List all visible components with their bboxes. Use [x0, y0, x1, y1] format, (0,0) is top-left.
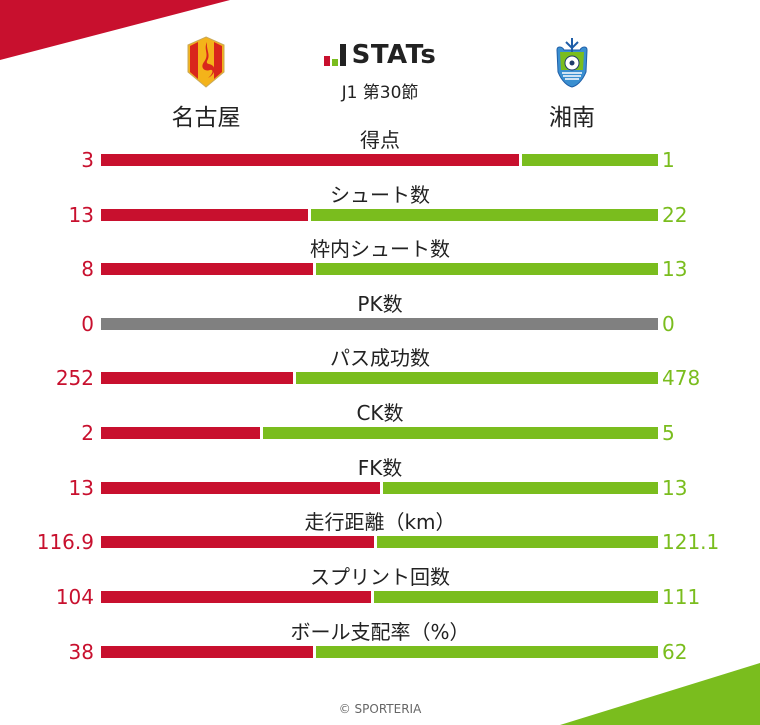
- neutral-bar-segment: [101, 318, 658, 330]
- stat-label: スプリント回数: [310, 565, 450, 589]
- away-bar-segment: [296, 372, 658, 384]
- away-bar-segment: [373, 591, 658, 603]
- stat-label: 得点: [360, 128, 400, 152]
- home-value: 38: [68, 640, 94, 664]
- stat-bar: [101, 318, 658, 330]
- home-team-name: 名古屋: [171, 105, 241, 131]
- away-bar-segment: [315, 646, 658, 658]
- away-bar-segment: [521, 154, 658, 166]
- home-bar-segment: [101, 591, 371, 603]
- home-bar-segment: [101, 536, 375, 548]
- copyright: © SPORTERIA: [338, 702, 422, 716]
- home-value: 104: [55, 585, 94, 609]
- stat-row-possession: ボール支配率（%） 38 62: [0, 620, 760, 674]
- stats-logo: STATs: [280, 40, 480, 70]
- home-bar-segment: [101, 372, 294, 384]
- home-bar-segment: [101, 263, 314, 275]
- away-value: 22: [662, 203, 688, 227]
- away-team-name: 湘南: [549, 105, 595, 131]
- away-value: 5: [662, 421, 675, 445]
- home-bar-segment: [101, 154, 519, 166]
- round-label: J1 第30節: [341, 83, 419, 103]
- away-value: 13: [662, 257, 688, 281]
- away-value: 111: [662, 585, 701, 609]
- stat-label: 走行距離（km）: [304, 510, 456, 534]
- away-bar-segment: [377, 536, 658, 548]
- stat-bar: [101, 263, 658, 275]
- stat-row-fk: FK数 13 13: [0, 456, 760, 510]
- stat-row-goals: 得点 3 1: [0, 128, 760, 182]
- away-bar-segment: [310, 209, 658, 221]
- stat-label: ボール支配率（%）: [290, 620, 470, 644]
- stat-bar: [101, 209, 658, 221]
- stat-label: PK数: [357, 292, 403, 316]
- away-bar-segment: [316, 263, 658, 275]
- away-value: 13: [662, 476, 688, 500]
- title-block: STATs J1 第30節: [280, 40, 480, 103]
- stat-bar: [101, 482, 658, 494]
- stat-label: シュート数: [330, 183, 430, 207]
- stat-row-sprints: スプリント回数 104 111: [0, 565, 760, 619]
- away-bar-segment: [263, 427, 658, 439]
- stat-label: CK数: [356, 401, 404, 425]
- stat-label: 枠内シュート数: [310, 237, 450, 261]
- stat-label: パス成功数: [330, 346, 430, 370]
- stat-bar: [101, 154, 658, 166]
- home-team: 名古屋: [146, 36, 266, 132]
- home-value: 13: [68, 476, 94, 500]
- home-bar-segment: [101, 646, 313, 658]
- stats-logo-text: STATs: [351, 40, 437, 70]
- away-value: 1: [662, 148, 675, 172]
- home-value: 3: [81, 148, 94, 172]
- stat-bar: [101, 427, 658, 439]
- home-value: 8: [81, 257, 94, 281]
- home-bar-segment: [101, 427, 261, 439]
- stat-label: FK数: [357, 456, 403, 480]
- stat-row-pk: PK数 0 0: [0, 292, 760, 346]
- shonan-crest-icon: [556, 38, 588, 88]
- away-bar-segment: [382, 482, 658, 494]
- away-value: 62: [662, 640, 688, 664]
- nagoya-crest-icon: [187, 36, 225, 88]
- home-bar-segment: [101, 482, 380, 494]
- stat-row-shots: シュート数 13 22: [0, 183, 760, 237]
- stat-row-shots-on-target: 枠内シュート数 8 13: [0, 237, 760, 291]
- stat-bar: [101, 536, 658, 548]
- home-bar-segment: [101, 209, 308, 221]
- stats-bars-icon: [323, 44, 346, 66]
- home-value: 13: [68, 203, 94, 227]
- away-value: 0: [662, 312, 675, 336]
- home-value: 252: [55, 366, 94, 390]
- stat-row-ck: CK数 2 5: [0, 401, 760, 455]
- home-value: 2: [81, 421, 94, 445]
- stat-bar: [101, 372, 658, 384]
- away-value: 121.1: [662, 530, 720, 554]
- away-value: 478: [662, 366, 701, 390]
- home-value: 116.9: [36, 530, 94, 554]
- away-team: 湘南: [512, 36, 632, 132]
- stat-bar: [101, 646, 658, 658]
- stat-bar: [101, 591, 658, 603]
- stat-row-passes: パス成功数 252 478: [0, 346, 760, 400]
- home-value: 0: [81, 312, 94, 336]
- stat-row-distance: 走行距離（km） 116.9 121.1: [0, 510, 760, 564]
